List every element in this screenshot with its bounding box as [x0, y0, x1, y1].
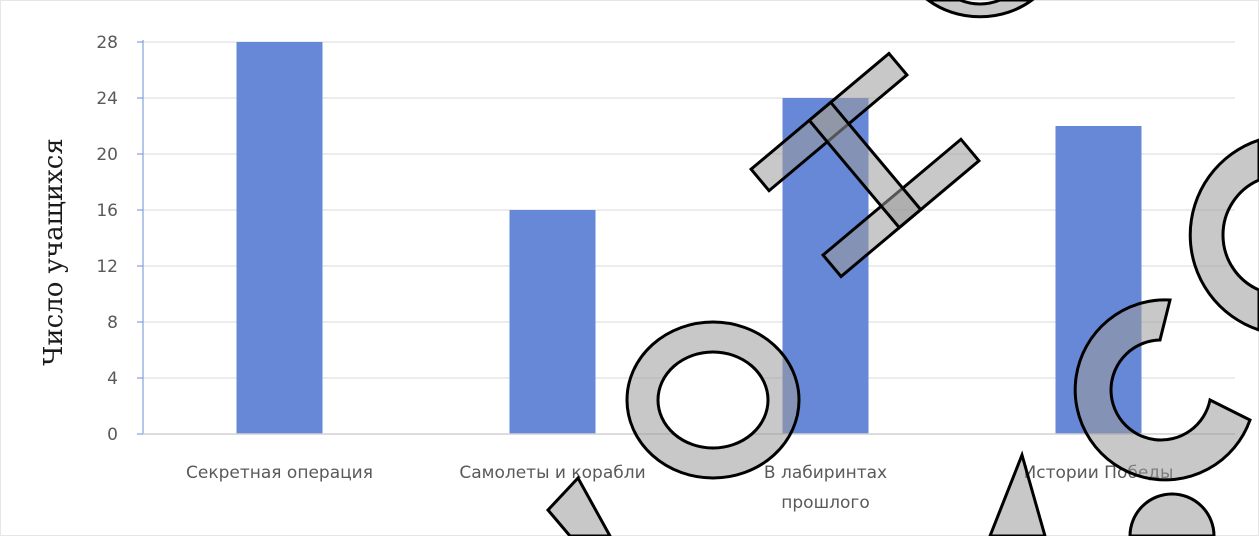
x-category-label: прошлого — [781, 493, 869, 513]
watermark-fragment-bottom-mid — [988, 450, 1047, 536]
gridlines — [137, 41, 1235, 435]
y-tick-label: 0 — [107, 425, 118, 445]
watermark-fragment-bottom-right — [1128, 492, 1216, 536]
x-category-label: Секретная операция — [186, 463, 373, 483]
watermark-fragment-bottom-left — [545, 475, 612, 536]
watermark-letter-o-mid — [625, 320, 801, 480]
y-tick-label: 24 — [96, 89, 118, 109]
y-tick-label: 4 — [107, 369, 118, 389]
y-tick-labels: 0 4 8 12 16 20 24 28 — [96, 33, 118, 445]
y-axis-label: Число учащихся — [39, 138, 69, 366]
watermark-letter-o-top — [925, 0, 1035, 19]
y-tick-label: 16 — [96, 201, 118, 221]
watermark-letter-c-bottom — [1073, 298, 1252, 482]
watermark-letter-c-right — [1188, 138, 1259, 332]
y-tick-label: 20 — [96, 145, 118, 165]
y-tick-label: 28 — [96, 33, 118, 53]
y-tick-label: 8 — [107, 313, 118, 333]
x-category-label: Самолеты и корабли — [459, 463, 645, 483]
watermark-letter-n — [748, 51, 982, 279]
x-category-labels: Секретная операция Самолеты и корабли В ла… — [186, 463, 1173, 513]
x-category-label: В лабиринтах — [764, 463, 887, 483]
y-tick-label: 12 — [96, 257, 118, 277]
watermark — [545, 0, 1259, 536]
bar — [509, 210, 596, 434]
bar — [236, 42, 323, 434]
